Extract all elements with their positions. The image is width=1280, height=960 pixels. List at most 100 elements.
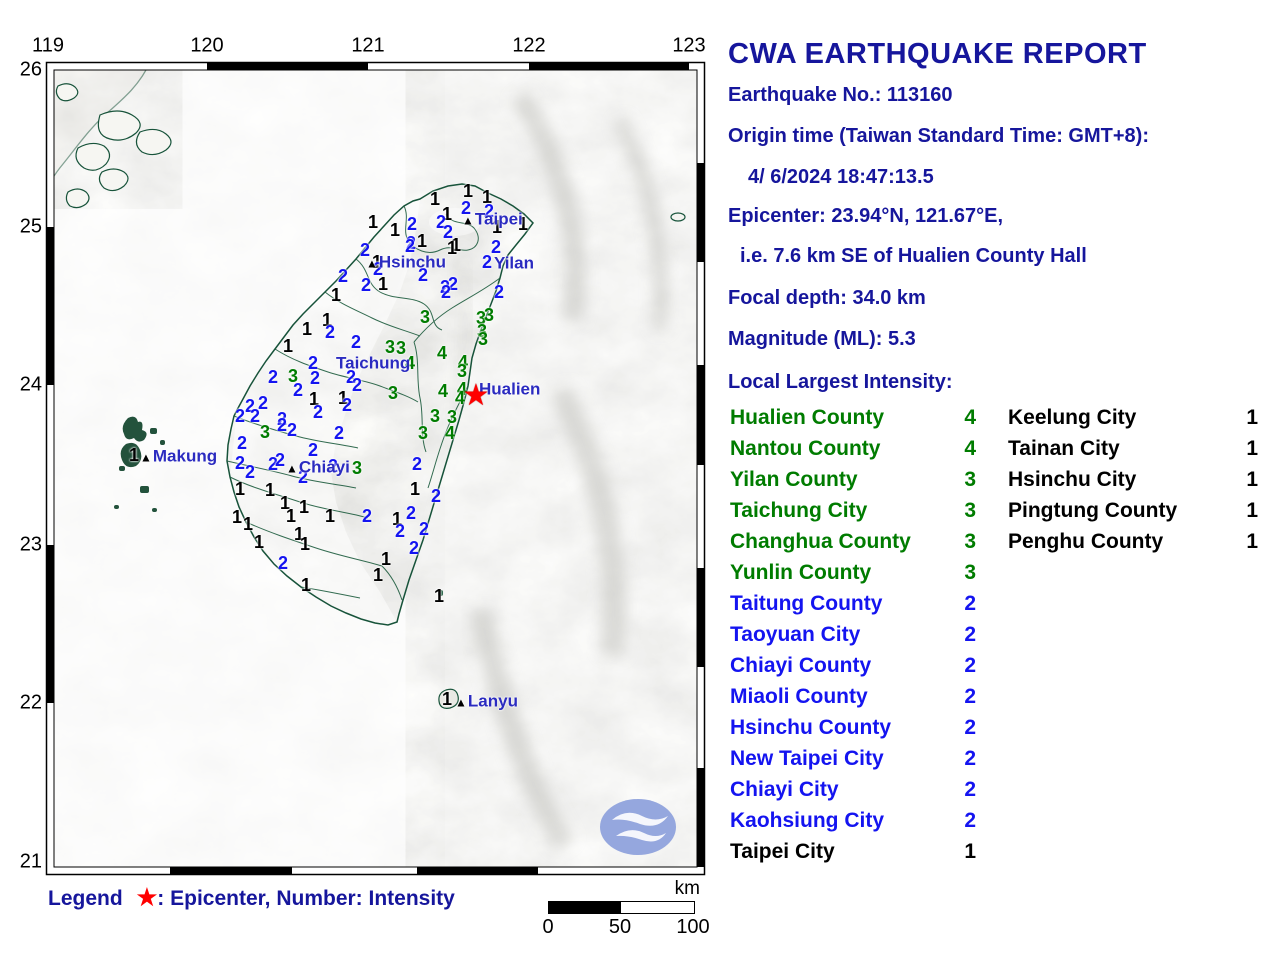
intensity-marker: 1	[433, 586, 445, 606]
city-label-lanyu: ▲Lanyu	[455, 691, 518, 711]
city-label-hsinchu: ▲Hsinchu	[366, 252, 446, 272]
intensity-marker: 2	[333, 423, 345, 443]
county-borders	[226, 205, 501, 601]
intensity-marker: 2	[267, 454, 279, 474]
intensity-area-name: Penghu County	[1008, 530, 1164, 553]
epicenter-star: ★	[462, 378, 490, 412]
intensity-marker: 4	[404, 353, 416, 373]
axis-label-latitude: 24	[19, 373, 42, 396]
intensity-area-name: Taichung City	[730, 499, 868, 522]
city-triangle-icon: ▲	[140, 450, 152, 465]
intensity-value: 1	[1246, 530, 1258, 553]
intensity-marker: 2	[493, 282, 505, 302]
intensity-row: Penghu County 1	[1008, 526, 1258, 557]
intensity-marker: 2	[350, 332, 362, 352]
intensity-marker: 2	[430, 486, 442, 506]
intensity-row: Yunlin County 3	[730, 557, 976, 588]
intensity-area-name: New Taipei City	[730, 747, 884, 770]
intensity-marker: 1	[330, 285, 342, 305]
intensity-marker: 4	[436, 343, 448, 363]
intensity-marker: 1	[450, 235, 462, 255]
intensity-marker: 1	[282, 336, 294, 356]
intensity-marker: 1	[231, 507, 243, 527]
intensity-value: 2	[964, 716, 976, 739]
intensity-marker: 3	[456, 361, 468, 381]
intensity-marker: 2	[276, 415, 288, 435]
offshore-islands	[55, 83, 172, 209]
intensity-list-left: Hualien County 4 Nantou County 4 Yilan Count…	[730, 402, 976, 867]
scalebar-tick: 100	[676, 916, 710, 938]
intensity-area-name: Changhua County	[730, 530, 911, 553]
intensity-marker: 2	[435, 212, 447, 232]
city-label-chiayi: ▲Chiayi	[286, 457, 350, 477]
legend: Legend ★ : Epicenter, Number: Intensity	[48, 884, 455, 911]
intensity-marker: 2	[327, 456, 339, 476]
intensity-value: 1	[1246, 468, 1258, 491]
intensity-row: Hsinchu County 2	[730, 712, 976, 743]
axis-label-longitude: 122	[512, 34, 546, 57]
city-label-yilan: Yilan	[494, 253, 534, 273]
axis-label-latitude: 25	[19, 215, 42, 238]
intensity-marker: 2	[460, 198, 472, 218]
intensity-marker: 1	[391, 509, 403, 529]
intensity-marker: 2	[418, 519, 430, 539]
intensity-marker: 3	[476, 321, 488, 341]
intensity-marker: 1	[446, 238, 458, 258]
intensity-marker: 1	[285, 506, 297, 526]
intensity-marker: 2	[440, 282, 452, 302]
intensity-marker: 4	[454, 388, 466, 408]
intensity-row: Taitung County 2	[730, 588, 976, 619]
intensity-marker: 1	[429, 189, 441, 209]
intensity-marker: 3	[351, 458, 363, 478]
intensity-area-name: Taoyuan City	[730, 623, 861, 646]
intensity-marker: 3	[419, 307, 431, 327]
intensity-marker: 1	[299, 534, 311, 554]
intensity-marker: 3	[287, 366, 299, 386]
intensity-marker: 2	[360, 275, 372, 295]
intensity-marker: 1	[300, 575, 312, 595]
intensity-value: 2	[964, 778, 976, 801]
intensity-marker: 2	[405, 233, 417, 253]
intensity-area-name: Hualien County	[730, 406, 885, 429]
magnitude: Magnitude (ML): 5.3	[728, 328, 916, 350]
intensity-marker: 2	[490, 237, 502, 257]
intensity-area-name: Hsinchu City	[1008, 468, 1137, 491]
scalebar-tick: 0	[542, 916, 554, 938]
map-frame	[45, 61, 706, 876]
intensity-value: 4	[964, 406, 976, 429]
origin-time-value: 4/ 6/2024 18:47:13.5	[748, 166, 934, 188]
intensity-marker: 2	[442, 222, 454, 242]
intensity-marker: 1	[416, 231, 428, 251]
city-label-taichung: Taichung	[336, 353, 411, 373]
epicenter-star-icon: ★	[136, 884, 158, 910]
intensity-marker: 2	[351, 375, 363, 395]
intensity-marker: 1	[337, 388, 349, 408]
intensity-value: 1	[964, 840, 976, 863]
intensity-marker: 2	[292, 380, 304, 400]
intensity-marker: 4	[437, 381, 449, 401]
axis-label-longitude: 123	[672, 34, 706, 57]
intensity-marker: 1	[242, 514, 254, 534]
intensity-row: Taichung City 3	[730, 495, 976, 526]
intensity-marker: 2	[286, 420, 298, 440]
intensity-marker: 2	[406, 214, 418, 234]
intensity-marker: 1	[301, 319, 313, 339]
intensity-marker: 2	[447, 274, 459, 294]
cwa-logo	[600, 799, 676, 855]
intensity-area-name: Tainan City	[1008, 437, 1120, 460]
intensity-marker: 3	[483, 305, 495, 325]
intensity-marker: 1	[441, 689, 453, 709]
intensity-area-name: Nantou County	[730, 437, 881, 460]
intensity-row: Hsinchu City 1	[1008, 464, 1258, 495]
intensity-row: Taipei City 1	[730, 836, 976, 867]
intensity-header: Local Largest Intensity:	[728, 371, 953, 393]
intensity-area-name: Taitung County	[730, 592, 883, 615]
origin-time-label: Origin time (Taiwan Standard Time: GMT+8…	[728, 125, 1149, 147]
intensity-marker: 2	[234, 406, 246, 426]
intensity-marker: 2	[394, 521, 406, 541]
scalebar-white-segment	[620, 901, 695, 914]
intensity-area-name: Yilan County	[730, 468, 858, 491]
intensity-row: New Taipei City 2	[730, 743, 976, 774]
intensity-row: Tainan City 1	[1008, 433, 1258, 464]
